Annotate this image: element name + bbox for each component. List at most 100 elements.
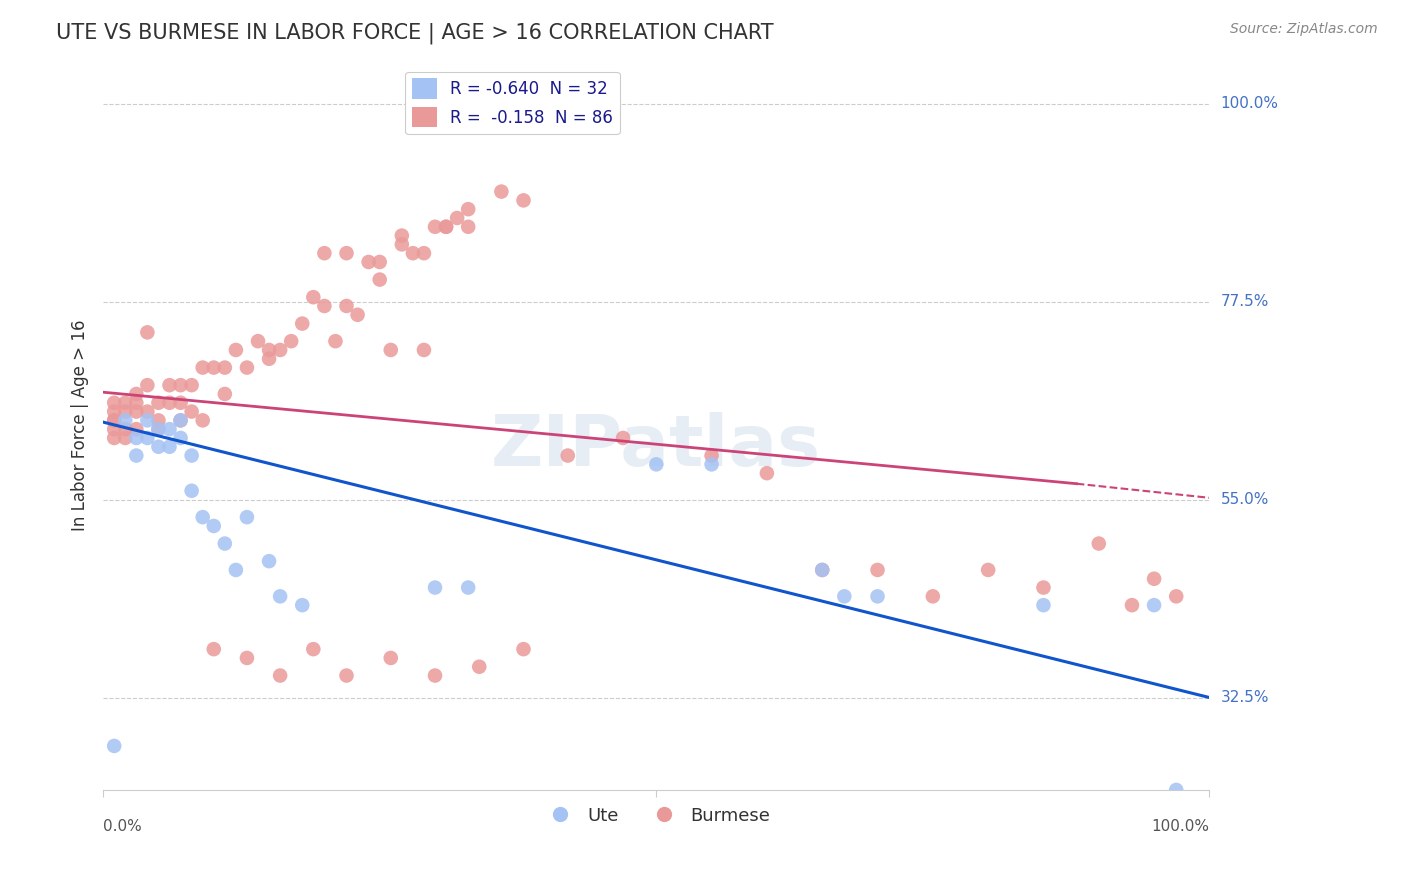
Point [236, 360, 259, 375]
Point [103, 413, 125, 427]
Point [148, 396, 170, 410]
Point [225, 343, 247, 357]
Point [114, 422, 136, 436]
Point [247, 334, 270, 348]
Point [446, 211, 468, 225]
Point [191, 510, 214, 524]
Point [1121, 598, 1143, 612]
Text: 55.0%: 55.0% [1220, 492, 1268, 507]
Point [423, 581, 446, 595]
Point [402, 246, 425, 260]
Point [257, 351, 280, 366]
Point [314, 246, 336, 260]
Point [391, 237, 413, 252]
Point [136, 413, 159, 427]
Point [214, 360, 236, 375]
Point [103, 396, 125, 410]
Point [202, 642, 225, 657]
Point [1143, 598, 1166, 612]
Point [269, 343, 291, 357]
Point [434, 219, 457, 234]
Point [291, 598, 314, 612]
Point [169, 413, 191, 427]
Point [191, 360, 214, 375]
Point [159, 396, 181, 410]
Point [202, 360, 225, 375]
Point [169, 431, 191, 445]
Point [368, 272, 391, 286]
Point [512, 194, 534, 208]
Point [136, 431, 159, 445]
Point [125, 396, 148, 410]
Point [125, 449, 148, 463]
Point [214, 387, 236, 401]
Point [125, 431, 148, 445]
Text: 100.0%: 100.0% [1220, 96, 1278, 112]
Point [380, 651, 402, 665]
Point [148, 422, 170, 436]
Point [148, 413, 170, 427]
Point [269, 668, 291, 682]
Point [977, 563, 1000, 577]
Point [103, 422, 125, 436]
Point [159, 422, 181, 436]
Point [512, 642, 534, 657]
Text: 0.0%: 0.0% [103, 819, 142, 834]
Point [346, 308, 368, 322]
Point [148, 422, 170, 436]
Point [866, 590, 889, 604]
Point [180, 404, 202, 418]
Point [291, 317, 314, 331]
Point [225, 563, 247, 577]
Point [335, 246, 357, 260]
Point [136, 326, 159, 340]
Point [335, 668, 357, 682]
Text: 100.0%: 100.0% [1152, 819, 1209, 834]
Point [302, 290, 325, 304]
Point [612, 431, 634, 445]
Point [645, 458, 668, 472]
Point [280, 334, 302, 348]
Point [103, 413, 125, 427]
Point [169, 413, 191, 427]
Point [423, 219, 446, 234]
Point [1087, 536, 1109, 550]
Point [169, 378, 191, 392]
Point [413, 343, 436, 357]
Point [257, 343, 280, 357]
Point [325, 334, 347, 348]
Text: UTE VS BURMESE IN LABOR FORCE | AGE > 16 CORRELATION CHART: UTE VS BURMESE IN LABOR FORCE | AGE > 16… [56, 22, 773, 44]
Point [136, 404, 159, 418]
Point [834, 590, 856, 604]
Point [202, 519, 225, 533]
Point [1166, 590, 1188, 604]
Point [1032, 581, 1054, 595]
Point [169, 396, 191, 410]
Point [103, 431, 125, 445]
Point [921, 590, 943, 604]
Point [180, 378, 202, 392]
Point [148, 440, 170, 454]
Point [236, 651, 259, 665]
Y-axis label: In Labor Force | Age > 16: In Labor Force | Age > 16 [72, 319, 89, 531]
Point [491, 185, 513, 199]
Point [811, 563, 834, 577]
Text: ZIPatlas: ZIPatlas [491, 412, 821, 481]
Point [391, 228, 413, 243]
Point [413, 246, 436, 260]
Point [866, 563, 889, 577]
Point [423, 668, 446, 682]
Point [114, 404, 136, 418]
Point [1143, 572, 1166, 586]
Point [136, 378, 159, 392]
Point [700, 449, 723, 463]
Point [1166, 783, 1188, 797]
Text: Source: ZipAtlas.com: Source: ZipAtlas.com [1230, 22, 1378, 37]
Point [125, 422, 148, 436]
Point [214, 536, 236, 550]
Point [114, 431, 136, 445]
Point [755, 466, 778, 480]
Point [114, 396, 136, 410]
Point [103, 739, 125, 753]
Point [257, 554, 280, 568]
